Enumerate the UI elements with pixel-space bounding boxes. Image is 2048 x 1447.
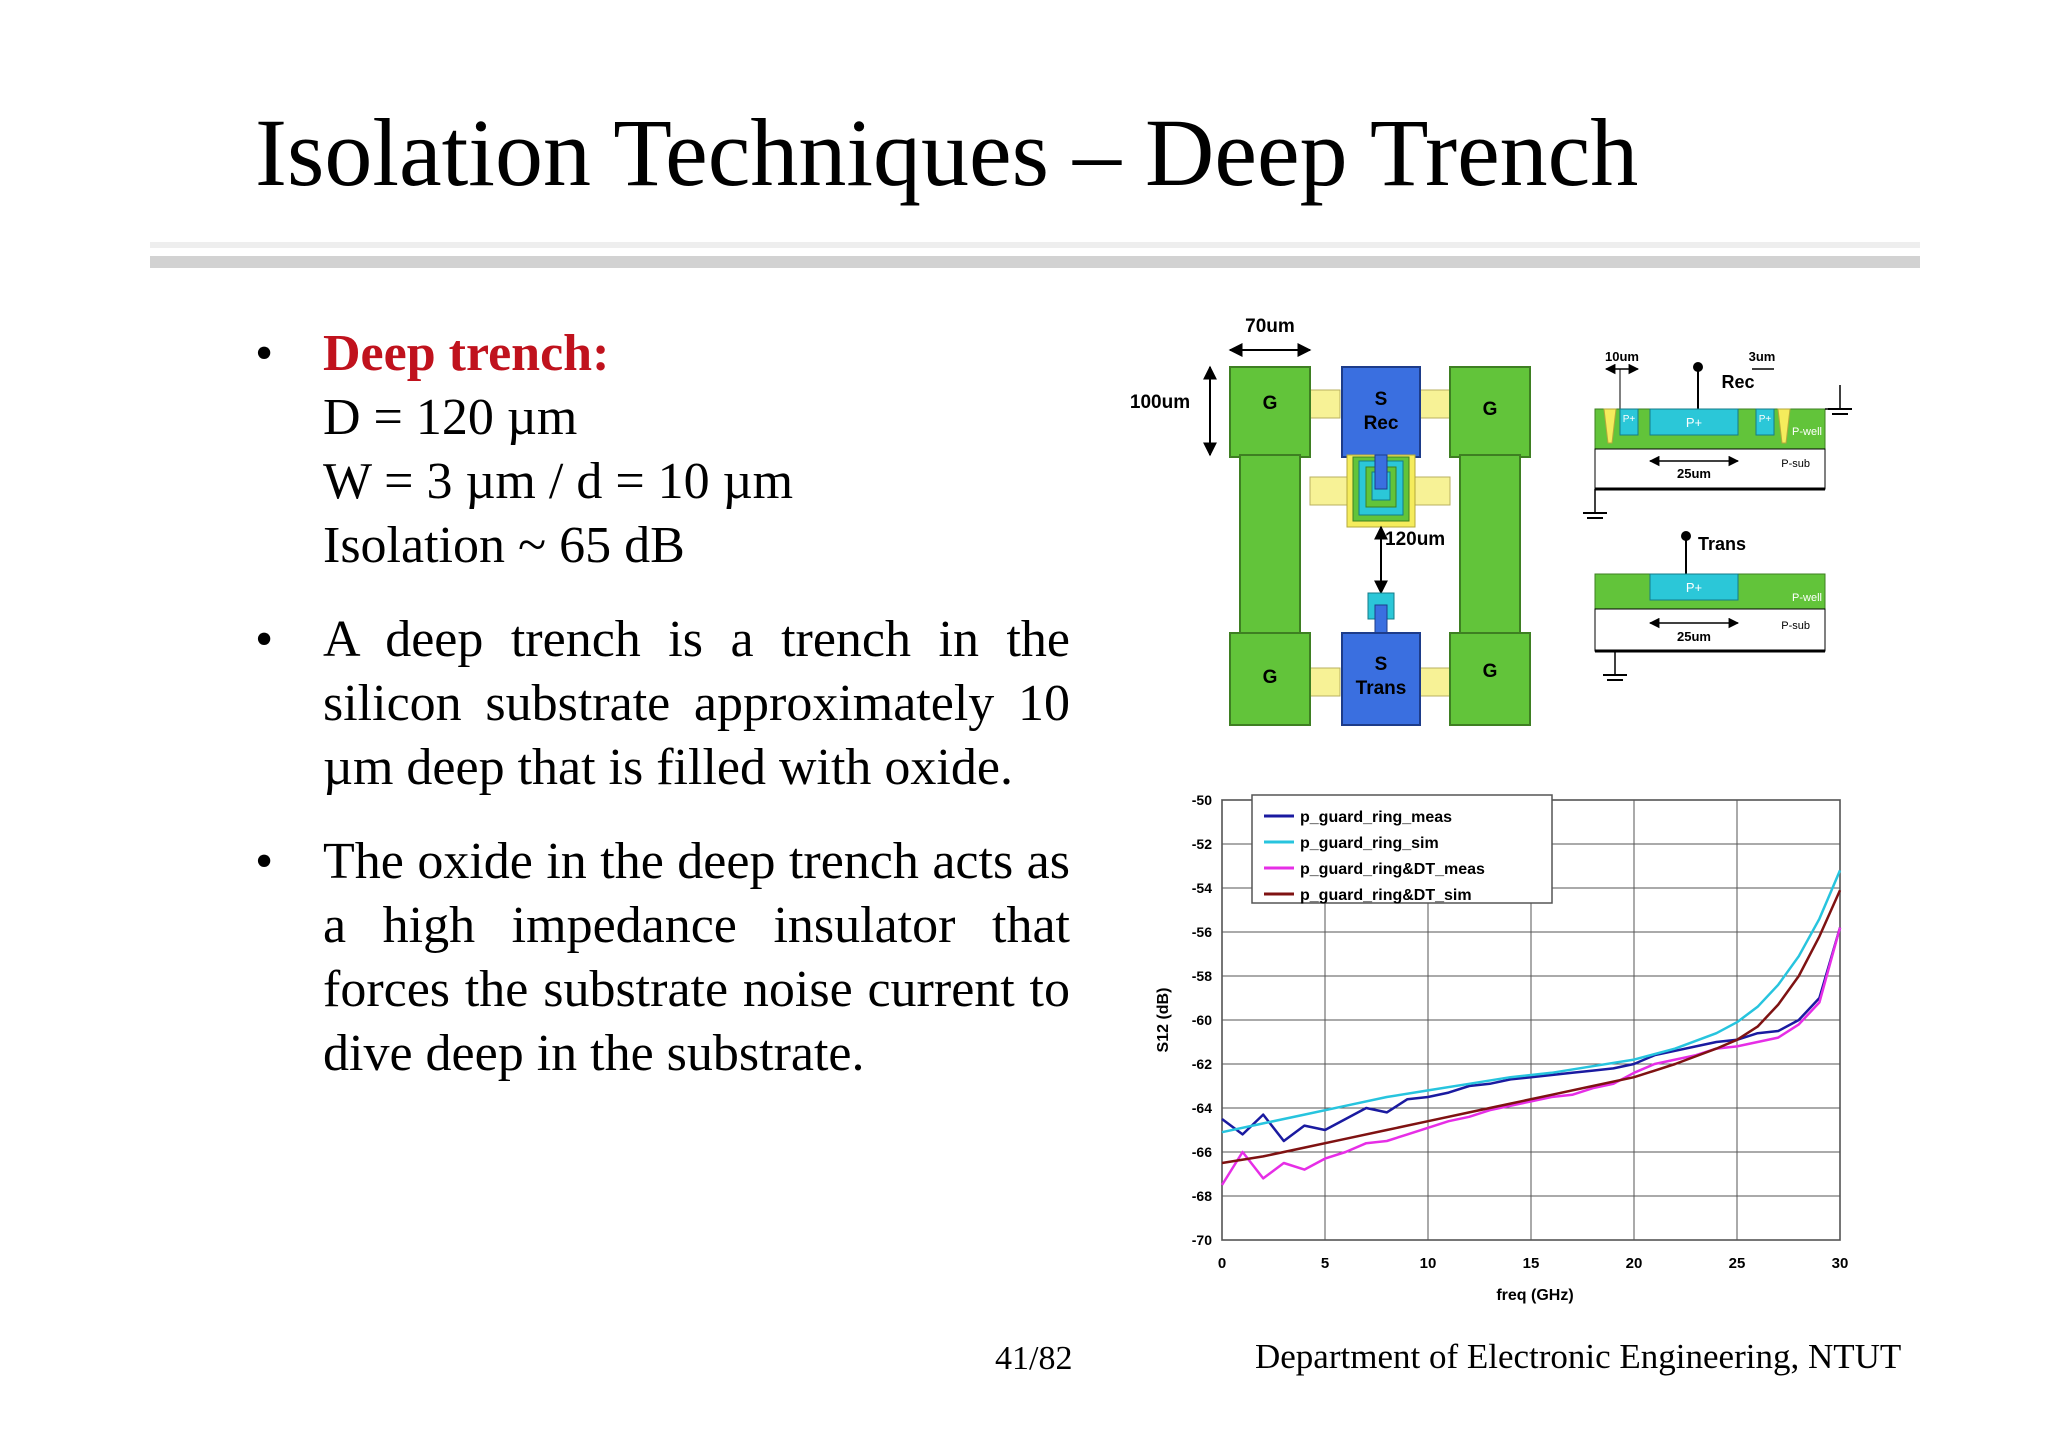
bullet-definition: • A deep trench is a trench in the silic… bbox=[255, 608, 1070, 800]
bullet-dot: • bbox=[255, 833, 274, 890]
y-tick-label: -68 bbox=[1192, 1188, 1212, 1204]
p-plus-label: P+ bbox=[1686, 580, 1702, 595]
x-tick-label: 25 bbox=[1729, 1255, 1746, 1272]
bullet-deep-trench: • Deep trench: D = 120 µm W = 3 µm / d =… bbox=[255, 322, 1070, 578]
y-tick-label: -50 bbox=[1192, 792, 1212, 808]
rec-section-title: Rec bbox=[1721, 372, 1754, 392]
series-line-2 bbox=[1221, 869, 1842, 1134]
bullet-heading: Deep trench: bbox=[323, 325, 610, 382]
x-tick-label: 15 bbox=[1523, 1255, 1540, 1272]
bullet-list: • Deep trench: D = 120 µm W = 3 µm / d =… bbox=[255, 322, 1070, 1116]
p-plus-side-label: P+ bbox=[1623, 414, 1636, 425]
dim-height-label: 100um bbox=[1130, 392, 1190, 413]
x-tick-label: 0 bbox=[1218, 1255, 1226, 1272]
dim-w-label: 3um bbox=[1749, 349, 1776, 364]
y-axis-label: S12 (dB) bbox=[1155, 988, 1172, 1053]
trans-s-label: S bbox=[1375, 654, 1388, 675]
p-plus-label: P+ bbox=[1686, 415, 1702, 430]
rec-label: Rec bbox=[1364, 413, 1399, 434]
y-tick-label: -52 bbox=[1192, 836, 1212, 852]
spec-width: W = 3 µm / d = 10 µm bbox=[323, 453, 794, 510]
p-sub-label: P-sub bbox=[1781, 458, 1810, 470]
y-tick-label: -58 bbox=[1192, 968, 1212, 984]
ground-pad-label: G bbox=[1263, 393, 1278, 414]
dim-d-label: 10um bbox=[1605, 349, 1639, 364]
bullet-text: The oxide in the deep trench acts as a h… bbox=[323, 833, 1070, 1082]
rec-s-label: S bbox=[1375, 389, 1388, 410]
bullet-dot: • bbox=[255, 325, 274, 382]
series-line-3 bbox=[1220, 927, 1842, 1186]
ground-pad-label: G bbox=[1263, 667, 1278, 688]
x-tick-label: 30 bbox=[1832, 1255, 1849, 1272]
p-well-label: P-well bbox=[1792, 426, 1822, 438]
legend-entry: p_guard_ring_sim bbox=[1300, 835, 1439, 852]
y-tick-label: -62 bbox=[1192, 1056, 1212, 1072]
footer-department: Department of Electronic Engineering, NT… bbox=[1255, 1337, 1902, 1376]
bullet-text: A deep trench is a trench in the silicon… bbox=[323, 611, 1070, 796]
layout-diagram: 70um 100um G G G G S Rec 120um S Trans R… bbox=[1130, 316, 1852, 726]
rec-cross-section: Rec 10um 3um P+ P+ P+ P-well P-sub 25um bbox=[1583, 349, 1852, 519]
x-tick-label: 5 bbox=[1321, 1255, 1329, 1272]
legend-entry: p_guard_ring_meas bbox=[1300, 809, 1452, 826]
p-sub-label: P-sub bbox=[1781, 620, 1810, 632]
dim-pad-label: 25um bbox=[1677, 466, 1711, 481]
y-tick-label: -66 bbox=[1192, 1144, 1212, 1160]
dim-spacing-label: 120um bbox=[1385, 529, 1445, 550]
x-tick-label: 20 bbox=[1626, 1255, 1643, 1272]
p-plus-side-label: P+ bbox=[1759, 414, 1772, 425]
y-tick-label: -54 bbox=[1192, 880, 1212, 896]
spec-depth: D = 120 µm bbox=[323, 389, 578, 446]
y-tick-label: -60 bbox=[1192, 1012, 1212, 1028]
ground-pad-label: G bbox=[1483, 399, 1498, 420]
title-rule-light bbox=[150, 242, 1920, 248]
title-rule bbox=[150, 256, 1920, 268]
trans-cross-section: Trans P+ P-well P-sub 25um bbox=[1594, 531, 1826, 681]
p-well-label: P-well bbox=[1792, 592, 1822, 604]
page-number: 41/82 bbox=[995, 1340, 1073, 1377]
y-tick-label: -56 bbox=[1192, 924, 1212, 940]
spec-isolation: Isolation ~ 65 dB bbox=[323, 517, 685, 574]
ground-pad-label: G bbox=[1483, 661, 1498, 682]
bullet-dot: • bbox=[255, 611, 274, 668]
legend-entry: p_guard_ring&DT_meas bbox=[1300, 861, 1485, 878]
series-line-4 bbox=[1221, 889, 1842, 1165]
slide-title: Isolation Techniques – Deep Trench bbox=[255, 99, 1639, 206]
x-tick-label: 10 bbox=[1420, 1255, 1437, 1272]
y-tick-label: -64 bbox=[1192, 1100, 1212, 1116]
y-tick-label: -70 bbox=[1192, 1232, 1212, 1248]
s12-chart: 0 5 10 15 20 25 30 -50 -52 -54 -56 -58 -60 -62 -64 -66 -… bbox=[1155, 792, 1849, 1304]
x-axis-label: freq (GHz) bbox=[1496, 1287, 1573, 1304]
dim-width-label: 70um bbox=[1245, 316, 1295, 337]
bullet-oxide: • The oxide in the deep trench acts as a… bbox=[255, 830, 1070, 1086]
trans-label: Trans bbox=[1356, 678, 1407, 699]
chart-legend bbox=[1251, 794, 1553, 904]
dim-pad-label: 25um bbox=[1677, 629, 1711, 644]
trans-section-title: Trans bbox=[1698, 534, 1746, 554]
legend-entry: p_guard_ring&DT_sim bbox=[1300, 887, 1472, 904]
